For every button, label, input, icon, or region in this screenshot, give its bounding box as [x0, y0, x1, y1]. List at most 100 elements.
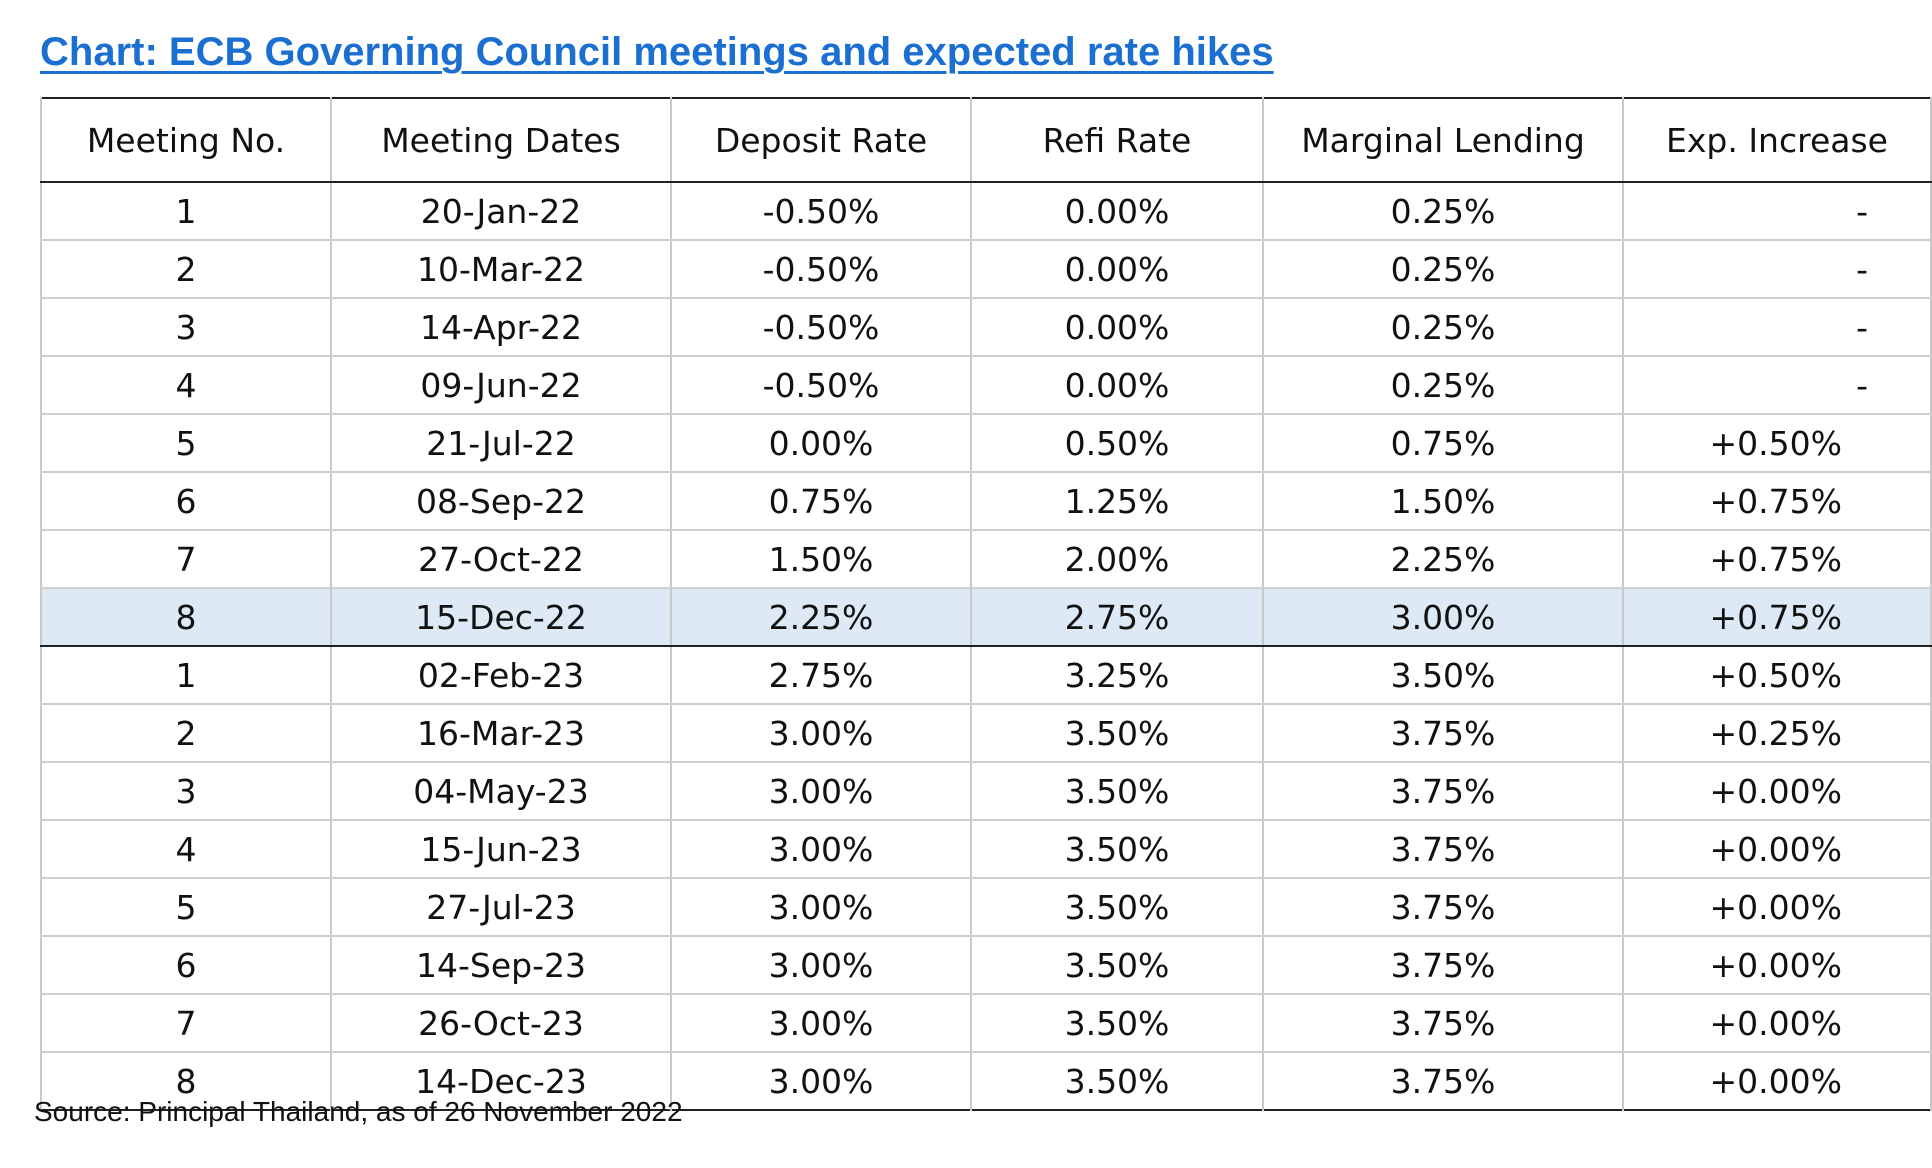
table-cell: 1.25%: [970, 472, 1264, 531]
table-cell: 3.50%: [970, 994, 1264, 1053]
table-cell: 8: [40, 588, 332, 647]
table-cell: 3.00%: [670, 704, 972, 763]
table-cell: 16-Mar-23: [330, 704, 672, 763]
table-cell: -: [1622, 298, 1932, 357]
chart-title: Chart: ECB Governing Council meetings an…: [40, 30, 1274, 74]
table-row: 8 14-Dec-23 3.00% 3.50% 3.75% +0.00%: [40, 1052, 1932, 1110]
table-row: 3 14-Apr-22 -0.50% 0.00% 0.25% -: [40, 298, 1932, 357]
table-cell: +0.00%: [1622, 820, 1932, 879]
table-row: 4 15-Jun-23 3.00% 3.50% 3.75% +0.00%: [40, 820, 1932, 879]
table-cell: 3.00%: [670, 936, 972, 995]
table-cell: 2: [40, 704, 332, 763]
table-cell: 0.00%: [970, 182, 1264, 241]
table-cell: 4: [40, 356, 332, 415]
table-cell: 3.75%: [1262, 820, 1624, 879]
table-cell: 3.00%: [670, 762, 972, 821]
table-row: 1 02-Feb-23 2.75% 3.25% 3.50% +0.50%: [40, 646, 1932, 705]
table-cell: 0.25%: [1262, 356, 1624, 415]
column-header: Deposit Rate: [670, 98, 972, 183]
table-cell: 3.00%: [670, 878, 972, 937]
table-cell: 3.75%: [1262, 936, 1624, 995]
table-cell: +0.50%: [1622, 414, 1932, 473]
table-cell: 0.25%: [1262, 298, 1624, 357]
table-cell: 27-Jul-23: [330, 878, 672, 937]
table-cell: 1: [40, 182, 332, 241]
table-row: 4 09-Jun-22 -0.50% 0.00% 0.25% -: [40, 356, 1932, 415]
table-row: 7 26-Oct-23 3.00% 3.50% 3.75% +0.00%: [40, 994, 1932, 1053]
table-cell: 3.75%: [1262, 994, 1624, 1053]
table-cell: 21-Jul-22: [330, 414, 672, 473]
table-cell: 0.25%: [1262, 182, 1624, 241]
table-cell: -: [1622, 240, 1932, 299]
table-cell: 14-Dec-23: [330, 1052, 672, 1110]
column-header: Refi Rate: [970, 98, 1264, 183]
table-cell: 0.25%: [1262, 240, 1624, 299]
column-header: Exp. Increase: [1622, 98, 1932, 183]
table-cell: 3.00%: [1262, 588, 1624, 647]
table-cell: -0.50%: [670, 182, 972, 241]
table-cell: 0.00%: [970, 356, 1264, 415]
column-header: Marginal Lending: [1262, 98, 1624, 183]
table-cell: 3: [40, 762, 332, 821]
table-cell: 2: [40, 240, 332, 299]
column-header: Meeting Dates: [330, 98, 672, 183]
table-cell: 02-Feb-23: [330, 646, 672, 705]
table-cell: +0.00%: [1622, 936, 1932, 995]
table-cell: 5: [40, 878, 332, 937]
table-cell: 3.50%: [970, 762, 1264, 821]
table-cell: +0.00%: [1622, 1052, 1932, 1110]
table-cell: 5: [40, 414, 332, 473]
table-cell: 15-Jun-23: [330, 820, 672, 879]
column-header: Meeting No.: [40, 98, 332, 183]
table-cell: 20-Jan-22: [330, 182, 672, 241]
table-cell: 27-Oct-22: [330, 530, 672, 589]
table-cell: 6: [40, 936, 332, 995]
table-cell: 10-Mar-22: [330, 240, 672, 299]
table-cell: 3.75%: [1262, 704, 1624, 763]
table-cell: 08-Sep-22: [330, 472, 672, 531]
header-row: Meeting No. Meeting Dates Deposit Rate Refi…: [40, 98, 1932, 183]
table-cell: 7: [40, 530, 332, 589]
table-cell: 3.75%: [1262, 762, 1624, 821]
table-cell: 14-Apr-22: [330, 298, 672, 357]
table-cell: -: [1622, 356, 1932, 415]
table-cell: 3.00%: [670, 994, 972, 1053]
table-cell: 09-Jun-22: [330, 356, 672, 415]
table-cell: 0.00%: [970, 240, 1264, 299]
table-cell: 3.25%: [970, 646, 1264, 705]
table-cell: 14-Sep-23: [330, 936, 672, 995]
table-cell: 6: [40, 472, 332, 531]
table-row: 1 20-Jan-22 -0.50% 0.00% 0.25% -: [40, 182, 1932, 241]
table-cell: 0.75%: [670, 472, 972, 531]
table-row: 7 27-Oct-22 1.50% 2.00% 2.25% +0.75%: [40, 530, 1932, 589]
table-cell: 3.50%: [970, 820, 1264, 879]
table-cell: 1.50%: [1262, 472, 1624, 531]
table-cell: 3.75%: [1262, 878, 1624, 937]
table-cell: 3.50%: [970, 936, 1264, 995]
table-cell: -0.50%: [670, 298, 972, 357]
table-cell: 0.75%: [1262, 414, 1624, 473]
table-cell: 2.00%: [970, 530, 1264, 589]
table-cell: 2.25%: [670, 588, 972, 647]
table-row: 8 15-Dec-22 2.25% 2.75% 3.00% +0.75%: [40, 588, 1932, 647]
table-cell: 3.50%: [970, 878, 1264, 937]
table-cell: +0.75%: [1622, 530, 1932, 589]
table-cell: 2.75%: [970, 588, 1264, 647]
table-cell: 15-Dec-22: [330, 588, 672, 647]
table-row: 2 16-Mar-23 3.00% 3.50% 3.75% +0.25%: [40, 704, 1932, 763]
table-cell: +0.00%: [1622, 878, 1932, 937]
table-row: 2 10-Mar-22 -0.50% 0.00% 0.25% -: [40, 240, 1932, 299]
table-row: 5 21-Jul-22 0.00% 0.50% 0.75% +0.50%: [40, 414, 1932, 473]
table-cell: -0.50%: [670, 240, 972, 299]
table-body: 1 20-Jan-22 -0.50% 0.00% 0.25% -2 10-Mar-22 -0.…: [40, 182, 1932, 1110]
table-cell: 04-May-23: [330, 762, 672, 821]
table-cell: +0.75%: [1622, 588, 1932, 647]
table-cell: -0.50%: [670, 356, 972, 415]
table-row: 6 14-Sep-23 3.00% 3.50% 3.75% +0.00%: [40, 936, 1932, 995]
table-row: 3 04-May-23 3.00% 3.50% 3.75% +0.00%: [40, 762, 1932, 821]
table-cell: 1: [40, 646, 332, 705]
table-row: 5 27-Jul-23 3.00% 3.50% 3.75% +0.00%: [40, 878, 1932, 937]
table-cell: 2.75%: [670, 646, 972, 705]
table-cell: 3.00%: [670, 820, 972, 879]
table-cell: 4: [40, 820, 332, 879]
